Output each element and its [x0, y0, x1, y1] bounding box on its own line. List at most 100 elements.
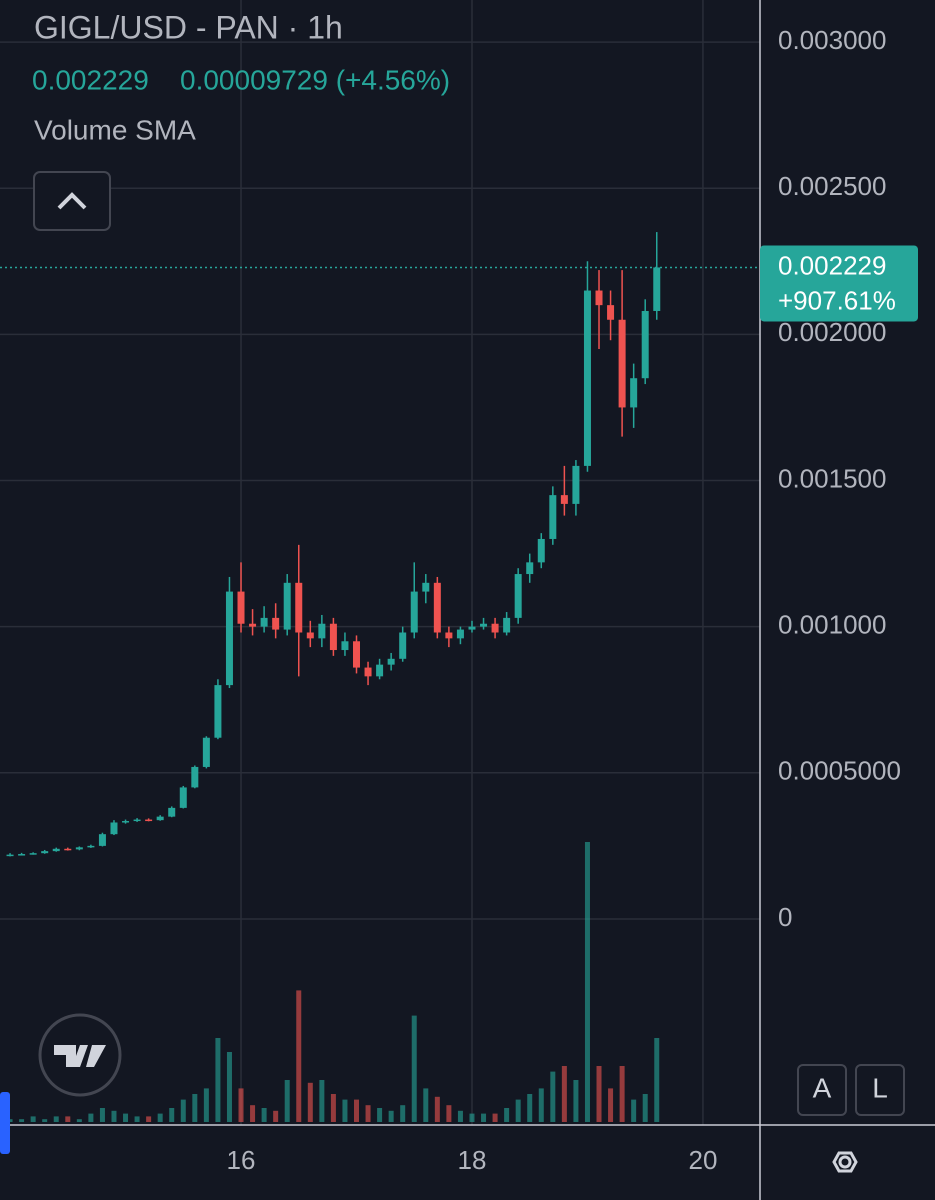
volume-bar: [434, 1096, 440, 1122]
volume-bar: [527, 1094, 533, 1122]
volume-bar: [608, 1088, 614, 1122]
candle-body: [87, 845, 95, 848]
volume-bar: [134, 1116, 140, 1122]
volume-bar: [238, 1088, 244, 1122]
candle-body: [653, 267, 661, 311]
volume-bar: [330, 1094, 336, 1122]
volume-bar: [157, 1113, 163, 1122]
candle-body: [422, 582, 430, 592]
candle-body: [122, 821, 130, 823]
candle-body: [560, 495, 568, 504]
y-tick-label: 0.001500: [778, 463, 886, 493]
volume-bar: [169, 1108, 175, 1122]
volume-bar: [584, 842, 590, 1122]
candle-body: [583, 290, 591, 466]
candle-body: [549, 495, 557, 539]
candle-body: [399, 632, 407, 659]
collapse-button[interactable]: [33, 171, 111, 231]
candle-body: [168, 807, 176, 817]
candle-body: [607, 305, 615, 320]
volume-bar: [203, 1088, 209, 1122]
last-price: 0.002229: [32, 64, 149, 95]
candle-body: [456, 629, 464, 639]
volume-bar: [619, 1066, 625, 1122]
candle-body: [595, 290, 603, 306]
candle-body: [410, 591, 418, 633]
volume-bar: [411, 1015, 417, 1122]
candle-body: [64, 848, 72, 851]
candle-body: [295, 582, 303, 633]
volume-bar: [111, 1110, 117, 1122]
volume-bar: [30, 1116, 36, 1122]
volume-bar: [515, 1099, 521, 1122]
x-tick-label: 18: [458, 1145, 487, 1175]
volume-bar: [469, 1113, 475, 1122]
volume-bar: [342, 1099, 348, 1122]
auto-label: A: [813, 1072, 832, 1103]
price-tag: [760, 245, 918, 322]
volume-bar: [273, 1110, 279, 1122]
y-tick-label: 0: [778, 902, 792, 932]
candle-body: [133, 819, 141, 822]
candle-body: [6, 854, 14, 857]
candle-body: [537, 538, 545, 563]
candle-body: [376, 664, 384, 677]
x-tick-label: 16: [227, 1145, 256, 1175]
candle-body: [191, 766, 199, 788]
volume-bar: [492, 1113, 498, 1122]
candle-body: [156, 816, 164, 821]
volume-bar: [215, 1038, 221, 1122]
side-tab[interactable]: [0, 1092, 10, 1154]
volume-bar: [307, 1082, 313, 1122]
candle-body: [641, 310, 649, 379]
log-button[interactable]: [855, 1064, 905, 1116]
candle-body: [572, 465, 580, 504]
volume-bar: [250, 1105, 256, 1122]
price-tag-change: +907.61%: [778, 285, 896, 315]
volume-bar: [7, 1119, 13, 1122]
candle-body: [29, 853, 37, 855]
volume-bar: [19, 1119, 25, 1122]
volume-bar: [146, 1116, 152, 1122]
candle-body: [249, 623, 257, 627]
volume-bar: [76, 1119, 82, 1122]
volume-bar: [261, 1108, 267, 1122]
candle-body: [41, 851, 49, 854]
candle-body: [52, 848, 60, 852]
volume-bar: [180, 1099, 186, 1122]
candle-body: [329, 623, 337, 651]
price-tag-value: 0.002229: [778, 250, 886, 280]
candle-body: [179, 787, 187, 808]
price-change: 0.00009729 (+4.56%): [180, 64, 450, 95]
candle-body: [18, 854, 26, 856]
candle-body: [75, 847, 83, 850]
y-tick-label: 0.0005000: [778, 756, 901, 786]
candle-body: [214, 685, 222, 738]
volume-bar: [550, 1071, 556, 1122]
candle-body: [283, 582, 291, 630]
candle-body: [306, 632, 314, 639]
indicator-label: Volume SMA: [34, 114, 196, 145]
volume-bar: [377, 1108, 383, 1122]
volume-bar: [226, 1052, 232, 1122]
settings-icon-center: [838, 1155, 852, 1169]
candle-body: [98, 834, 106, 846]
candle-body: [514, 574, 522, 618]
volume-bar: [596, 1066, 602, 1122]
volume-bar: [388, 1110, 394, 1122]
auto-button[interactable]: [797, 1064, 847, 1116]
candle-body: [110, 822, 118, 835]
y-tick-label: 0.002000: [778, 317, 886, 347]
candle-body: [630, 378, 638, 408]
candle-body: [468, 626, 476, 630]
candle-body: [480, 623, 488, 627]
candle-body: [491, 623, 499, 633]
settings-icon[interactable]: [832, 1151, 858, 1173]
volume-bar: [561, 1066, 567, 1122]
volume-bar: [573, 1080, 579, 1122]
candle-body: [225, 591, 233, 686]
volume-bar: [65, 1116, 71, 1122]
volume-bar: [538, 1088, 544, 1122]
